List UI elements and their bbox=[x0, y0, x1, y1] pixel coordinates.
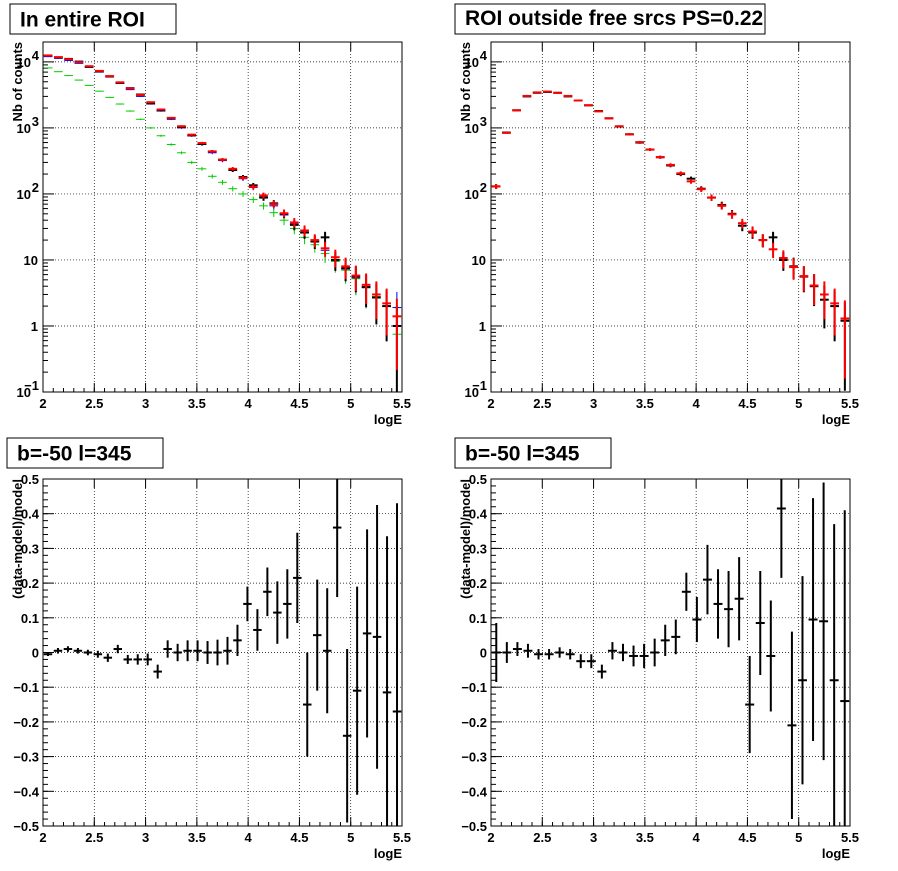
x-tick-label: 3.5 bbox=[188, 830, 206, 845]
y-tick-label: 10 bbox=[472, 253, 486, 268]
x-tick-label: 2 bbox=[39, 830, 46, 845]
y-tick-label: −0.4 bbox=[13, 784, 39, 799]
x-tick-label: 5.5 bbox=[393, 830, 411, 845]
y-tick-label: 0.3 bbox=[21, 541, 39, 556]
y-tick-label: 10 bbox=[465, 187, 479, 202]
x-tick-label: 2.5 bbox=[533, 396, 551, 411]
plot-frame bbox=[42, 478, 403, 827]
x-tick-label: 4 bbox=[245, 396, 253, 411]
x-tick-label: 3 bbox=[590, 396, 597, 411]
y-tick-label: 0 bbox=[32, 646, 39, 661]
y-tick-label: 0.5 bbox=[469, 472, 487, 487]
x-tick-label: 5.5 bbox=[841, 830, 859, 845]
x-tick-label: 2.5 bbox=[533, 830, 551, 845]
x-tick-label: 3 bbox=[590, 830, 597, 845]
y-tick-label: 10 bbox=[17, 55, 31, 70]
y-axis-title: Nb of counts bbox=[458, 42, 473, 121]
x-tick-label: 2 bbox=[487, 396, 494, 411]
y-tick-label: 0.5 bbox=[21, 472, 39, 487]
x-tick-label: 3 bbox=[142, 830, 149, 845]
x-tick-label: 4 bbox=[693, 396, 701, 411]
x-tick-label: 5 bbox=[347, 830, 354, 845]
x-tick-label: 3.5 bbox=[636, 396, 654, 411]
y-tick-label: 10 bbox=[17, 385, 31, 400]
x-tick-label: 2.5 bbox=[85, 396, 103, 411]
y-tick-label: 10 bbox=[17, 187, 31, 202]
panel-title-box bbox=[454, 437, 612, 469]
x-tick-label: 5 bbox=[347, 396, 354, 411]
y-tick-label: 0.3 bbox=[469, 541, 487, 556]
y-tick-label: 10 bbox=[24, 253, 38, 268]
panel-title-box bbox=[9, 3, 177, 35]
y-tick-label: −0.1 bbox=[13, 680, 39, 695]
y-tick-label: 10 bbox=[465, 121, 479, 136]
x-tick-label: 5.5 bbox=[393, 396, 411, 411]
x-axis-title: logE bbox=[822, 412, 850, 427]
x-tick-label: 4.5 bbox=[290, 830, 308, 845]
x-tick-label: 4.5 bbox=[738, 830, 756, 845]
y-tick-label: −0.3 bbox=[461, 750, 487, 765]
x-tick-label: 3.5 bbox=[188, 396, 206, 411]
y-tick-label: 0.2 bbox=[469, 576, 487, 591]
plot-frame bbox=[490, 41, 851, 393]
y-tick-label: 0.4 bbox=[469, 507, 488, 522]
x-tick-label: 4.5 bbox=[738, 396, 756, 411]
plot-frame bbox=[490, 478, 851, 827]
y-tick-label: 10 bbox=[465, 55, 479, 70]
y-tick-label: −0.2 bbox=[13, 715, 39, 730]
y-tick-exponent: 2 bbox=[480, 180, 487, 195]
y-tick-label: 0.2 bbox=[21, 576, 39, 591]
x-tick-label: 3 bbox=[142, 396, 149, 411]
x-tick-label: 4 bbox=[245, 830, 253, 845]
y-tick-label: 0.4 bbox=[21, 507, 40, 522]
x-axis-title: logE bbox=[822, 846, 850, 861]
x-tick-label: 3.5 bbox=[636, 830, 654, 845]
y-tick-label: −0.5 bbox=[461, 819, 487, 834]
panel-title: ROI outside free srcs PS=0.22 bbox=[465, 7, 763, 30]
y-tick-label: 1 bbox=[479, 319, 486, 334]
y-tick-label: 0.1 bbox=[469, 611, 487, 626]
panel-title-box bbox=[6, 437, 164, 469]
y-tick-label: −0.3 bbox=[13, 750, 39, 765]
y-axis-title: (data-model)/model bbox=[10, 479, 25, 599]
x-tick-label: 2.5 bbox=[85, 830, 103, 845]
x-tick-label: 5 bbox=[795, 396, 802, 411]
y-tick-label: 10 bbox=[17, 121, 31, 136]
y-tick-exponent: 4 bbox=[480, 48, 488, 63]
y-tick-exponent: −1 bbox=[472, 378, 487, 393]
x-tick-label: 5 bbox=[795, 830, 802, 845]
x-tick-label: 4.5 bbox=[290, 396, 308, 411]
plot-panel-3: b=-50 l=345 2 2.5 3 3.5 4 4.5 5 5.5 0.5 0.4 0.3 0.2 0… bbox=[6, 437, 411, 861]
y-tick-label: −0.2 bbox=[461, 715, 487, 730]
panel-title: In entire ROI bbox=[20, 9, 145, 32]
panel-title: b=-50 l=345 bbox=[17, 443, 132, 466]
y-tick-label: 0 bbox=[480, 646, 487, 661]
plot-frame bbox=[42, 41, 403, 393]
y-tick-exponent: −1 bbox=[24, 378, 39, 393]
y-tick-exponent: 3 bbox=[32, 114, 39, 129]
y-tick-exponent: 3 bbox=[480, 114, 487, 129]
y-tick-label: 10 bbox=[465, 385, 479, 400]
x-tick-label: 2 bbox=[487, 830, 494, 845]
y-tick-label: 1 bbox=[31, 319, 38, 334]
y-tick-label: −0.4 bbox=[461, 784, 487, 799]
panel-title-box bbox=[454, 3, 766, 35]
x-tick-label: 2 bbox=[39, 396, 46, 411]
y-tick-label: −0.5 bbox=[13, 819, 39, 834]
x-tick-label: 4 bbox=[693, 830, 701, 845]
x-axis-title: logE bbox=[374, 846, 402, 861]
y-axis-title: (data-model)/model bbox=[458, 479, 473, 599]
y-tick-label: 0.1 bbox=[21, 611, 39, 626]
x-tick-label: 5.5 bbox=[841, 396, 859, 411]
y-axis-title: Nb of counts bbox=[10, 42, 25, 121]
x-axis-title: logE bbox=[374, 412, 402, 427]
plot-panel-2: ROI outside free srcs PS=0.22 2 2.5 3 3.5 4 4.… bbox=[454, 3, 859, 427]
y-tick-exponent: 2 bbox=[32, 180, 39, 195]
plot-panel-4: b=-50 l=345 2 2.5 3 3.5 4 4.5 5 5.5 0.5 0.4 0.3 0.2 0… bbox=[454, 437, 859, 861]
panel-title: b=-50 l=345 bbox=[465, 443, 580, 466]
y-tick-label: −0.1 bbox=[461, 680, 487, 695]
y-tick-exponent: 4 bbox=[32, 48, 40, 63]
